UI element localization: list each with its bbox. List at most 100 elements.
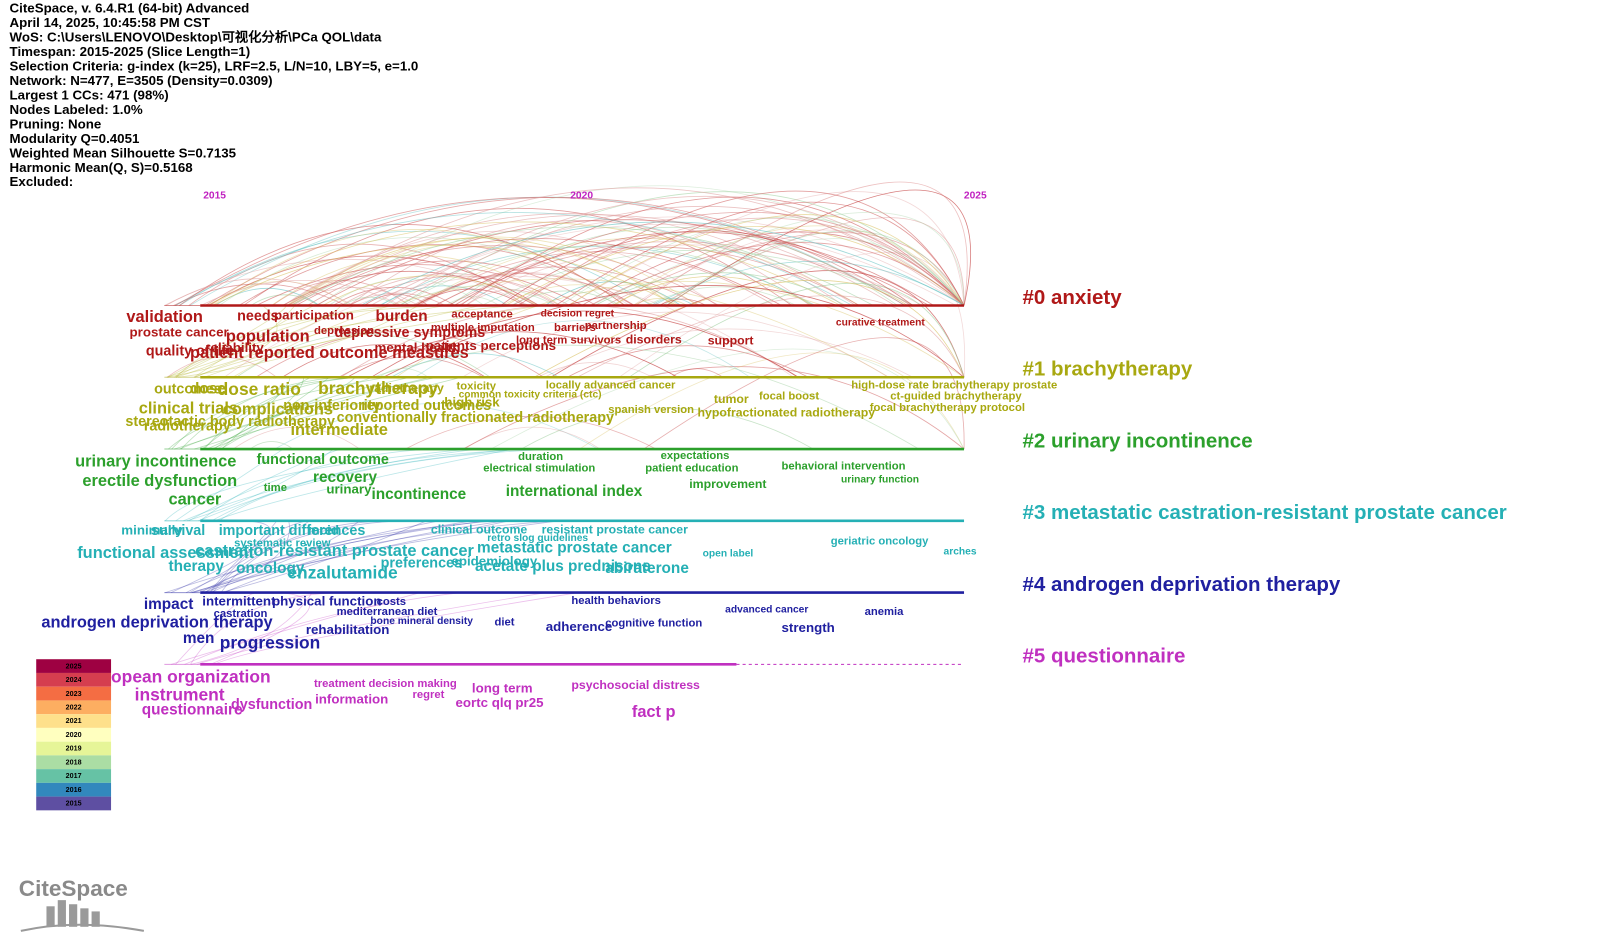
arc [220,376,330,450]
legend-swatch [36,741,112,756]
legend-year: 2016 [66,786,82,794]
keyword: conventionally fractionated radiotherapy [337,410,614,426]
keyword: radiotherapy [369,381,444,395]
arc [209,520,278,593]
legend-year: 2025 [66,662,82,670]
keyword: focal boost [759,391,819,403]
arc [193,305,315,378]
arc [214,448,513,522]
keyword: cancer [168,491,221,509]
legend-year: 2018 [66,758,82,766]
keyword: toxicity [457,380,497,392]
header-line: Timespan: 2015-2025 (Slice Length=1) [10,44,251,59]
logo-bar [57,900,66,927]
keyword: partnership [585,320,647,332]
arc [594,272,846,306]
arc [210,592,310,665]
keyword: minimally [121,523,183,538]
keyword: progression [220,632,321,652]
keyword: castration-resistant prostate cancer [195,542,474,560]
logo-bar [69,904,78,927]
keyword: anemia [865,606,905,618]
keyword: quality of life [146,343,234,359]
keyword: physical function [272,593,381,608]
keyword: advanced cancer [725,605,808,616]
arc [395,280,965,378]
arc [667,238,965,306]
arc [646,286,797,306]
arc [223,520,507,593]
keyword: high risk [444,394,500,409]
arc [605,232,965,306]
arc [186,520,496,593]
arc [186,448,334,522]
keyword: enzalutamide [287,563,398,583]
arc [189,520,311,593]
year-legend: 2025 2024 2023 2022 2021 2020 2019 2018 2017 2016… [36,659,112,811]
keyword: brachytherapy [318,378,438,398]
keyword: radiotherapy [144,418,231,434]
arc [579,352,965,450]
arc [250,294,319,306]
legend-swatch [36,700,112,715]
header-line: WoS: C:\Users\LENOVO\Desktop\可视化分析\PCa Q… [10,29,382,45]
arc [402,285,556,306]
legend-year: 2024 [66,676,82,684]
keyword: non-inferiority [283,398,380,414]
arc [165,520,473,593]
keyword: participation [274,307,354,322]
arc [371,216,965,306]
keyword: urinary [326,482,372,497]
arc [283,230,718,306]
legend-swatch [36,755,112,770]
arc [662,230,965,306]
arc [462,366,965,450]
logo-text: CiteSpace [19,876,128,901]
logo-base [20,923,145,932]
arc [204,520,487,593]
arc [659,217,965,306]
arc [206,221,841,306]
arc [220,520,391,593]
arc [434,241,914,306]
keyword: abiraterone [605,560,689,577]
arc [391,205,965,306]
keyword: diet [494,616,514,628]
arc [256,264,584,306]
arc [288,236,698,306]
keyword: rehabilitation [306,622,390,637]
arc [243,207,793,306]
keyword: recovery [313,469,378,486]
arc [666,189,972,306]
keyword: erectile dysfunction [82,472,237,490]
arc [464,426,601,450]
keyword: duration [518,451,563,463]
arc [520,407,814,450]
arc [315,219,930,306]
arc [322,275,539,306]
arc [414,320,751,378]
header-line: CiteSpace, v. 6.4.R1 (64-bit) Advanced [10,1,250,16]
keyword: prostate cancer [130,325,229,340]
keyword: functional outcome [257,452,389,468]
legend-year: 2015 [66,800,82,808]
arc [209,520,307,593]
arc [232,426,361,450]
legend-year: 2021 [66,717,82,725]
keyword: costs [377,596,406,608]
keyword: mental health [375,340,461,355]
cluster-label: #5 questionnaire [1022,645,1185,668]
arc [332,286,456,306]
keyword: mcid [308,523,339,538]
arc [568,214,965,306]
keyword: regret [412,689,444,701]
arc [500,230,914,306]
arc [174,377,356,450]
arc [390,353,560,378]
arc [287,187,965,306]
keyword: population [226,328,310,346]
keyword: psychosocial distress [571,678,700,692]
arc [537,362,653,378]
arc [218,448,478,522]
legend-swatch [36,659,112,673]
